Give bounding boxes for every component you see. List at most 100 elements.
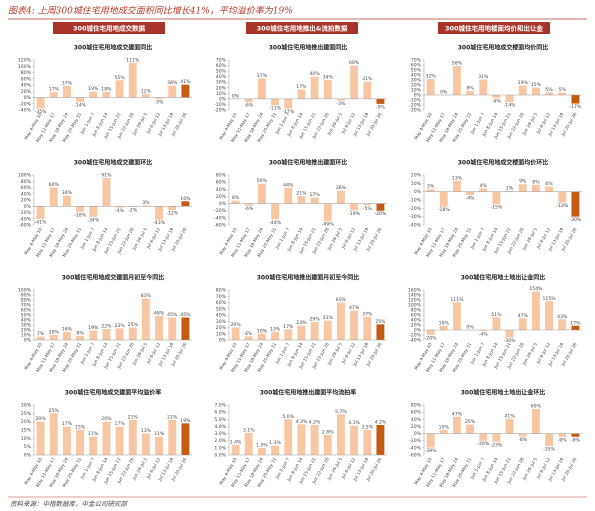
- bar: [128, 206, 137, 207]
- data-label: -23%: [490, 442, 503, 448]
- y-tick-label: 100%: [18, 173, 32, 179]
- y-tick-label: 30%: [216, 319, 227, 325]
- y-tick-label: 80%: [21, 179, 32, 185]
- y-tick-label: -20%: [19, 210, 32, 216]
- bar: [505, 418, 514, 434]
- y-tick-label: -20%: [19, 101, 32, 107]
- bar: [452, 302, 461, 330]
- data-label: -4%: [115, 208, 125, 214]
- data-label: 60%: [49, 182, 60, 188]
- data-label: -9%: [376, 104, 386, 110]
- data-label: 17%: [49, 87, 60, 93]
- y-tick-label: 0%: [219, 201, 227, 207]
- y-tick-label: 0%: [414, 431, 422, 437]
- bar: [115, 426, 124, 455]
- bar: [155, 436, 164, 455]
- y-tick-label: 60%: [411, 63, 422, 69]
- bar: [323, 435, 332, 455]
- data-label: 11%: [88, 431, 99, 437]
- y-tick-label: 50%: [411, 68, 422, 74]
- data-label: 17%: [570, 320, 581, 326]
- data-label: 21%: [167, 415, 178, 421]
- data-label: 111%: [126, 57, 140, 63]
- data-label: 25%: [465, 419, 476, 425]
- data-label: 1.4%: [230, 440, 242, 446]
- y-tick-label: 7.0%: [214, 403, 226, 409]
- data-label: 41%: [504, 413, 515, 419]
- data-label: -35%: [35, 109, 48, 115]
- data-label: 31%: [478, 74, 489, 80]
- bar: [36, 421, 45, 455]
- data-label: 37%: [362, 311, 373, 317]
- bar: [350, 203, 359, 211]
- y-tick-label: -60%: [19, 223, 32, 229]
- bar: [297, 325, 306, 340]
- data-label: -43%: [153, 220, 166, 226]
- y-tick-label: 40%: [21, 318, 32, 324]
- bar: [141, 93, 150, 98]
- bar: [558, 191, 567, 203]
- bar: [257, 78, 266, 99]
- bar: [271, 203, 280, 220]
- data-label: 25%: [128, 322, 139, 328]
- data-label: 36%: [336, 185, 347, 191]
- data-label: 29%: [309, 316, 320, 322]
- chart-title: 300城住宅用地推出建面平均流拍率: [260, 389, 357, 397]
- data-label: 40%: [309, 71, 320, 77]
- y-tick-label: -60%: [409, 453, 422, 459]
- bar: [102, 177, 111, 207]
- y-tick-label: -20%: [409, 206, 422, 212]
- data-label: 5%: [559, 87, 567, 93]
- bar: [492, 191, 501, 205]
- y-tick-label: 50%: [216, 69, 227, 75]
- chart-title: 300城住宅用地成交楼面均价同比: [458, 44, 549, 52]
- bar: [571, 191, 580, 217]
- bar: [257, 447, 266, 455]
- chart-title: 300城住宅用地成交建面同比: [74, 44, 153, 52]
- data-label: 3.5%: [361, 425, 373, 431]
- bar: [479, 330, 488, 331]
- y-tick-label: 120%: [408, 298, 422, 304]
- bar: [479, 188, 488, 192]
- bar: [505, 330, 514, 338]
- chart-title: 300城住宅用地成交建面平均溢价率: [65, 389, 162, 397]
- y-tick-label: 20%: [411, 83, 422, 89]
- bar: [141, 298, 150, 340]
- bar: [426, 79, 435, 95]
- y-tick-label: 60%: [216, 63, 227, 69]
- data-label: 56%: [257, 178, 268, 184]
- column-header-bg: [438, 22, 550, 34]
- data-label: 0%: [466, 325, 474, 331]
- y-tick-label: 40%: [216, 187, 227, 193]
- bar: [571, 95, 580, 104]
- bar: [181, 423, 190, 455]
- y-tick-label: -40%: [409, 223, 422, 229]
- bar: [518, 318, 527, 330]
- bar: [505, 190, 514, 192]
- data-label: 8%: [532, 180, 540, 186]
- bar: [426, 189, 435, 192]
- y-tick-label: 100%: [18, 64, 32, 70]
- y-tick-label: 20%: [21, 89, 32, 95]
- bar: [181, 317, 190, 340]
- bar: [62, 85, 71, 98]
- bar: [558, 433, 567, 437]
- bar: [89, 206, 98, 217]
- bar: [310, 321, 319, 340]
- y-tick-label: 0%: [24, 95, 32, 101]
- data-label: 23%: [296, 320, 307, 326]
- bar: [168, 317, 177, 340]
- data-label: 10%: [49, 330, 60, 336]
- data-label: -8%: [518, 437, 528, 443]
- bar: [36, 336, 45, 340]
- data-label: 11%: [154, 431, 165, 437]
- y-tick-label: 10%: [21, 436, 32, 442]
- bar: [376, 98, 385, 104]
- data-label: -30%: [569, 217, 582, 223]
- bar: [492, 317, 501, 330]
- data-label: 0%: [440, 90, 448, 96]
- y-tick-label: 60%: [21, 308, 32, 314]
- data-label: 47%: [518, 313, 529, 319]
- y-tick-label: 5.0%: [214, 417, 226, 423]
